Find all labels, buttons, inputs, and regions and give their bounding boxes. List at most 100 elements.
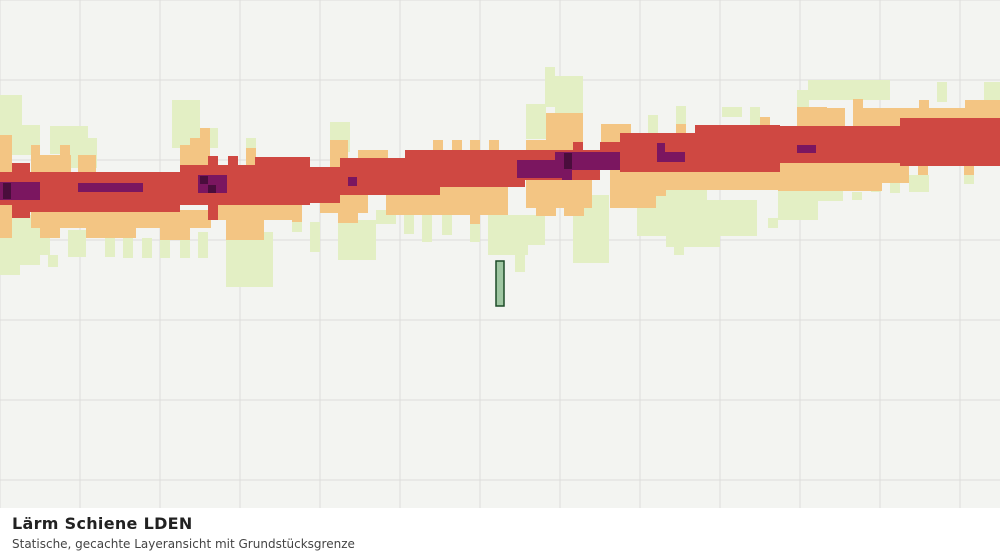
noise-cell xyxy=(228,156,238,176)
noise-cell xyxy=(208,185,216,193)
noise-cell xyxy=(86,210,136,238)
noise-cell xyxy=(712,180,722,190)
noise-cell xyxy=(255,157,310,205)
noise-cell xyxy=(515,255,525,272)
noise-cell xyxy=(918,160,928,175)
noise-cell xyxy=(852,192,862,200)
noise-cell xyxy=(48,255,58,267)
noise-cell xyxy=(200,128,210,158)
noise-cell xyxy=(666,235,720,247)
noise-cell xyxy=(666,172,786,190)
noise-cell xyxy=(433,140,443,152)
noise-cell xyxy=(340,158,405,195)
noise-cell xyxy=(768,218,778,228)
noise-cell xyxy=(740,180,750,190)
noise-cell xyxy=(840,163,852,191)
noise-cell xyxy=(515,215,545,245)
noise-cell xyxy=(780,126,900,163)
layer-title: Lärm Schiene LDEN xyxy=(12,514,193,533)
noise-cell xyxy=(310,222,320,252)
noise-cell xyxy=(610,170,656,208)
noise-cell xyxy=(338,195,358,223)
noise-cell xyxy=(3,183,11,199)
noise-cell xyxy=(965,100,1000,120)
noise-cell xyxy=(405,150,440,195)
noise-cell xyxy=(909,175,929,192)
noise-cell xyxy=(797,90,809,110)
map-canvas xyxy=(0,0,1000,508)
noise-cell xyxy=(340,158,350,168)
noise-cell xyxy=(470,222,480,242)
noise-cell xyxy=(142,238,152,258)
noise-cell xyxy=(440,150,525,187)
noise-cell xyxy=(984,82,1000,102)
noise-cell xyxy=(573,142,583,152)
noise-cell xyxy=(740,125,750,135)
noise-cell xyxy=(750,107,760,127)
noise-cell xyxy=(68,230,86,257)
noise-zone-extreme xyxy=(3,153,572,199)
noise-cell xyxy=(797,107,827,127)
noise-cell xyxy=(555,76,583,116)
noise-cell xyxy=(536,178,556,216)
noise-cell xyxy=(797,145,816,153)
noise-cell xyxy=(226,232,273,287)
noise-cell xyxy=(422,210,432,242)
noise-cell xyxy=(676,124,686,136)
noise-cell xyxy=(292,205,302,222)
noise-cell xyxy=(404,210,414,234)
noise-cell xyxy=(180,238,190,258)
noise-cell xyxy=(200,176,208,184)
noise-cell xyxy=(78,183,143,192)
noise-cell xyxy=(808,80,890,100)
noise-cell xyxy=(489,140,499,152)
noise-cell xyxy=(674,245,684,255)
noise-cell xyxy=(778,163,882,191)
noise-cell xyxy=(40,235,50,255)
noise-cell xyxy=(825,108,845,128)
noise-cell xyxy=(105,235,115,257)
noise-cell xyxy=(890,183,900,193)
noise-cell xyxy=(470,140,480,152)
noise-cell xyxy=(40,210,60,238)
noise-cell xyxy=(656,170,666,196)
noise-cell xyxy=(564,153,572,169)
info-panel: Lärm Schiene LDEN Statische, gecachte La… xyxy=(0,508,1000,560)
noise-cell xyxy=(937,82,947,102)
noise-cell xyxy=(676,106,686,126)
noise-cell xyxy=(938,118,998,128)
noise-cell xyxy=(695,125,780,172)
noise-cell xyxy=(722,107,742,117)
noise-cell xyxy=(246,148,256,168)
noise-cell xyxy=(470,187,480,224)
noise-cell xyxy=(442,215,452,235)
noise-cell xyxy=(292,222,302,232)
noise-cell xyxy=(160,238,170,258)
noise-cell xyxy=(686,180,706,190)
noise-cell xyxy=(60,145,70,175)
layer-subtitle: Statische, gecachte Layeransicht mit Gru… xyxy=(12,537,355,551)
noise-cell xyxy=(545,67,555,107)
noise-cell xyxy=(0,135,12,172)
noise-cell xyxy=(0,205,12,238)
noise-cell xyxy=(760,117,770,132)
noise-cell xyxy=(452,140,462,152)
noise-cell xyxy=(198,232,208,258)
noise-cell xyxy=(648,115,658,135)
noise-cell xyxy=(517,160,562,178)
noise-cell xyxy=(348,177,357,186)
noise-cell xyxy=(338,220,376,260)
noise-cell xyxy=(160,210,190,240)
noise-cell xyxy=(768,125,778,135)
noise-cell xyxy=(919,100,929,112)
noise-cell xyxy=(657,152,685,162)
noise-cell xyxy=(123,238,133,258)
noise-cell xyxy=(310,167,340,203)
noise-cell xyxy=(78,155,96,175)
noise-cell xyxy=(526,104,546,139)
noise-cell xyxy=(564,178,584,216)
noise-cell xyxy=(647,190,707,235)
noise-cell xyxy=(226,205,264,240)
parcel-boundary xyxy=(495,260,505,307)
